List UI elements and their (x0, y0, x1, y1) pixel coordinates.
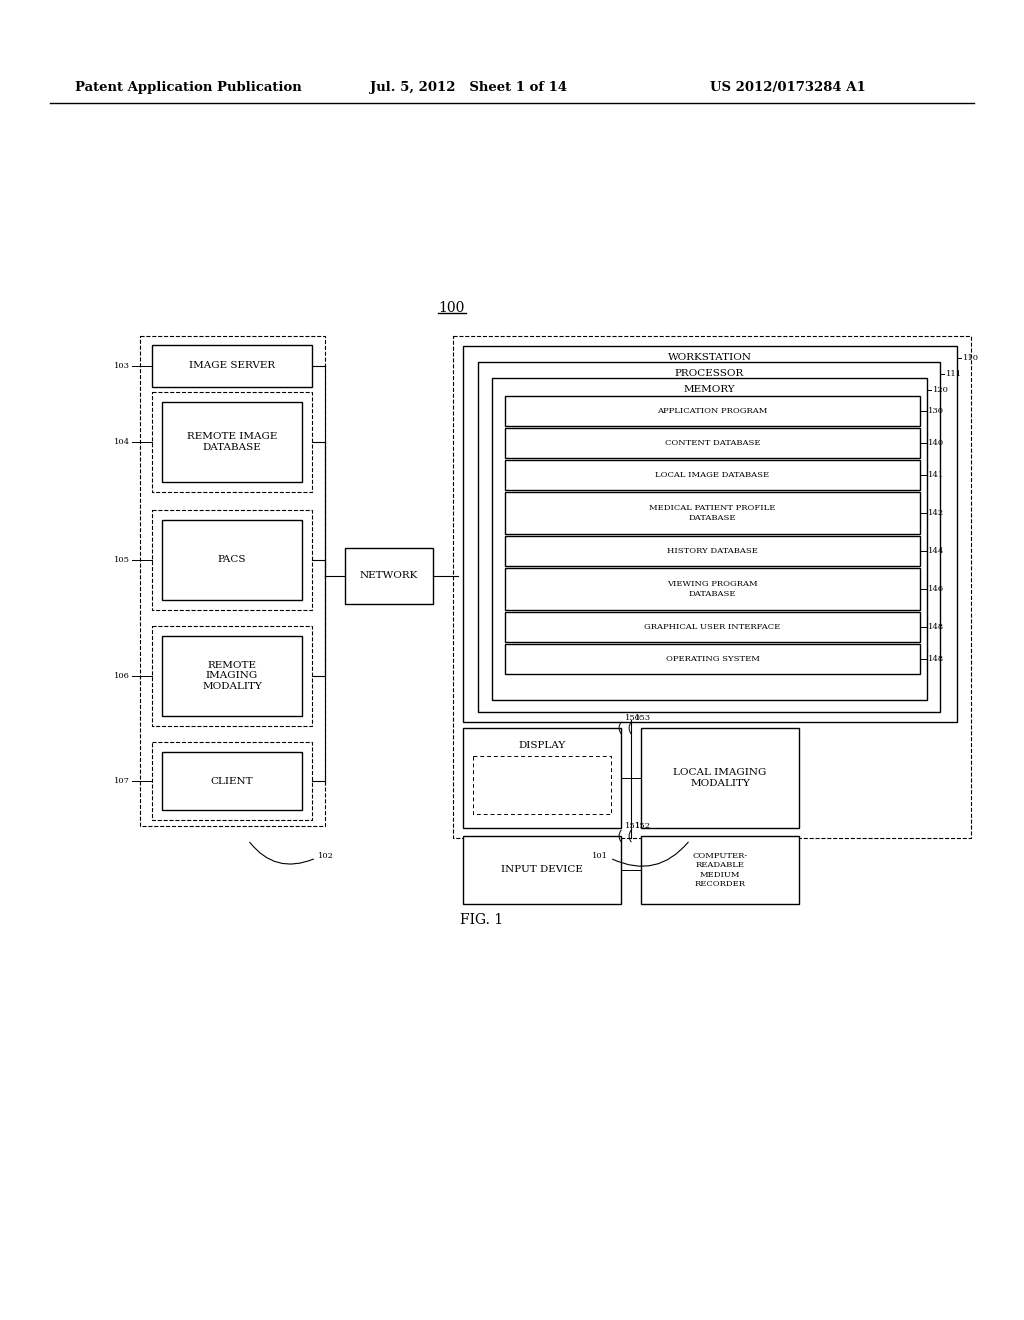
Text: CONTENT DATABASE: CONTENT DATABASE (665, 440, 760, 447)
Text: MEMORY: MEMORY (684, 385, 735, 395)
Text: 110: 110 (963, 354, 979, 362)
Bar (505, 536, 920, 566)
Text: OPERATING SYSTEM: OPERATING SYSTEM (666, 655, 760, 663)
Text: 105: 105 (114, 556, 130, 564)
Text: WORKSTATION: WORKSTATION (668, 354, 752, 363)
Bar (162, 636, 302, 715)
Text: MEDICAL PATIENT PROFILE
DATABASE: MEDICAL PATIENT PROFILE DATABASE (649, 504, 776, 521)
Text: 152: 152 (635, 822, 651, 830)
Text: 140: 140 (928, 440, 944, 447)
Text: COMPUTER-
READABLE
MEDIUM
RECORDER: COMPUTER- READABLE MEDIUM RECORDER (692, 853, 748, 888)
Text: Patent Application Publication: Patent Application Publication (75, 82, 302, 95)
Bar (505, 428, 920, 458)
Bar (152, 626, 312, 726)
Text: IMAGE SERVER: IMAGE SERVER (189, 362, 275, 371)
Text: NETWORK: NETWORK (359, 572, 418, 581)
Bar (505, 644, 920, 675)
Text: GRAPHICAL USER INTERFACE: GRAPHICAL USER INTERFACE (644, 623, 780, 631)
Text: APPLICATION PROGRAM: APPLICATION PROGRAM (657, 407, 768, 414)
Bar (505, 612, 920, 642)
Text: REMOTE
IMAGING
MODALITY: REMOTE IMAGING MODALITY (202, 661, 262, 690)
Text: 102: 102 (318, 851, 334, 861)
Text: LOCAL IMAGE DATABASE: LOCAL IMAGE DATABASE (655, 471, 770, 479)
Text: 101: 101 (592, 851, 608, 861)
Bar (463, 729, 621, 828)
Text: HISTORY DATABASE: HISTORY DATABASE (667, 546, 758, 554)
Text: 130: 130 (928, 407, 944, 414)
Bar (463, 836, 621, 904)
Bar (162, 403, 302, 482)
Text: PACS: PACS (218, 556, 246, 565)
Bar (505, 492, 920, 535)
Text: 107: 107 (114, 777, 130, 785)
Text: DISPLAY: DISPLAY (518, 742, 565, 751)
Text: 142: 142 (928, 510, 944, 517)
Text: 106: 106 (114, 672, 130, 680)
Text: US 2012/0173284 A1: US 2012/0173284 A1 (710, 82, 865, 95)
Text: CLIENT: CLIENT (211, 776, 253, 785)
Text: 150: 150 (625, 714, 641, 722)
Text: FIG. 1: FIG. 1 (460, 913, 503, 927)
Text: 146: 146 (928, 585, 944, 593)
Bar (641, 729, 799, 828)
Bar (478, 362, 940, 711)
Text: 111: 111 (946, 370, 963, 378)
Text: INPUT DEVICE: INPUT DEVICE (501, 866, 583, 874)
Bar (505, 459, 920, 490)
Bar (473, 756, 611, 814)
Bar (152, 510, 312, 610)
Text: 104: 104 (114, 438, 130, 446)
Text: 148: 148 (928, 655, 944, 663)
Bar (162, 752, 302, 810)
Text: 153: 153 (635, 714, 651, 722)
Text: 141: 141 (928, 471, 944, 479)
Bar (641, 836, 799, 904)
Text: 100: 100 (439, 301, 465, 315)
Bar (492, 378, 927, 700)
Text: 151: 151 (625, 822, 641, 830)
Text: 120: 120 (933, 385, 949, 393)
Bar (345, 548, 433, 605)
Text: 103: 103 (114, 362, 130, 370)
Text: Jul. 5, 2012   Sheet 1 of 14: Jul. 5, 2012 Sheet 1 of 14 (370, 82, 567, 95)
Bar (140, 337, 325, 826)
Bar (453, 337, 971, 838)
Text: 144: 144 (928, 546, 944, 554)
Bar (152, 345, 312, 387)
Bar (162, 520, 302, 601)
Text: VIEWING PROGRAM
DATABASE: VIEWING PROGRAM DATABASE (668, 581, 758, 598)
Text: PROCESSOR: PROCESSOR (675, 370, 743, 379)
Text: LOCAL IMAGING
MODALITY: LOCAL IMAGING MODALITY (674, 768, 767, 788)
Bar (463, 346, 957, 722)
Text: 148: 148 (928, 623, 944, 631)
Bar (505, 396, 920, 426)
Bar (152, 392, 312, 492)
Bar (505, 568, 920, 610)
Bar (152, 742, 312, 820)
Text: REMOTE IMAGE
DATABASE: REMOTE IMAGE DATABASE (186, 433, 278, 451)
